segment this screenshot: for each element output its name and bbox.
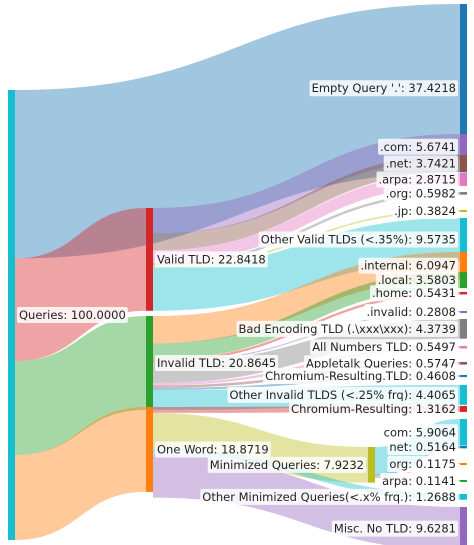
svg-text:Other Minimized Queries(<.x% f: Other Minimized Queries(<.x% frq.): 1.26… [202,490,456,504]
node-v_jp [460,210,467,212]
node-i_chromium [460,375,467,378]
node-i_local [460,272,467,289]
node-label-oneword: One Word: 18.8719 [155,441,271,458]
svg-text:Minimized Queries: 7.9232: Minimized Queries: 7.9232 [210,458,364,472]
link-queries-invalid [15,316,146,456]
node-i_appletalk [460,362,467,365]
node-label-v_arpa: .arpa: 2.8715 [376,171,458,188]
link-invalid-i_invalid [153,311,460,364]
link-valid-v_com [153,134,460,234]
svg-text:Chromium-Resulting.TLD: 0.4608: Chromium-Resulting.TLD: 0.4608 [265,369,456,383]
node-m_net [460,446,467,449]
node-v_org [460,192,467,195]
svg-text:net: 0.5164: net: 0.5164 [389,440,456,454]
node-label-o_chromium: Chromium-Resulting: 1.3162 [289,400,458,417]
node-label-i_local: .local: 3.5803 [375,272,458,289]
node-label-v_other: Other Valid TLDs (<.35%): 9.5735 [258,231,458,248]
svg-text:.net: 3.7421: .net: 3.7421 [386,156,456,170]
link-valid-v_org [153,192,460,266]
svg-text:Misc. No TLD: 9.6281: Misc. No TLD: 9.6281 [334,522,456,536]
svg-text:One Word: 18.8719: One Word: 18.8719 [157,442,269,456]
svg-text:org: 0.1175: org: 0.1175 [389,457,456,471]
node-label-i_invalid: .invalid: 0.2808 [364,304,458,320]
node-label-valid: Valid TLD: 22.8418 [155,251,268,268]
svg-text:.com: 5.6741: .com: 5.6741 [380,140,456,154]
svg-text:.org: 0.5982: .org: 0.5982 [386,186,456,200]
svg-text:.invalid: 0.2808: .invalid: 0.2808 [367,305,456,319]
node-empty [460,4,467,173]
node-i_badenc [460,319,467,339]
link-oneword-o_otherMin [153,448,460,500]
node-v_net [460,155,467,172]
node-label-i_badenc: Bad Encoding TLD (.\xxx\xxx): 4.3739 [236,320,458,337]
node-i_allnum [460,346,467,349]
node-oneword [146,407,153,492]
node-valid [146,208,153,311]
svg-text:Invalid TLD: 20.8645: Invalid TLD: 20.8645 [157,356,276,370]
node-m_org [460,463,467,465]
node-m_arpa [460,480,467,482]
node-label-m_com: com: 5.9064 [381,424,458,441]
node-queries [8,90,15,540]
node-label-queries: Queries: 100.0000 [17,307,128,323]
node-label-empty: Empty Query '.': 37.4218 [309,80,458,97]
node-label-v_org: .org: 0.5982 [383,185,458,202]
svg-text:arpa: 0.1141: arpa: 0.1141 [382,474,456,488]
svg-text:Bad Encoding TLD (.\xxx\xxx):: Bad Encoding TLD (.\xxx\xxx): 4.3739 [239,322,456,336]
svg-text:Other Invalid TLDS (<.25% frq): Other Invalid TLDS (<.25% frq): 4.4065 [229,388,456,402]
node-i_other [460,385,467,405]
node-m_com [460,419,467,446]
svg-text:All Numbers TLD: 0.5497: All Numbers TLD: 0.5497 [312,340,456,354]
svg-text:Queries: 100.0000: Queries: 100.0000 [19,308,126,322]
svg-text:Appletalk Queries: 0.5747: Appletalk Queries: 0.5747 [306,356,456,370]
link-valid-v_arpa [153,173,460,264]
node-o_min [368,447,375,483]
node-label-m_org: org: 0.1175 [387,456,458,472]
node-label-i_other: Other Invalid TLDS (<.25% frq): 4.4065 [227,386,458,403]
node-o_chromium [460,406,467,412]
node-i_home [460,292,467,295]
svg-text:.arpa: 2.8715: .arpa: 2.8715 [378,172,456,186]
node-label-i_appletalk: Appletalk Queries: 0.5747 [304,355,458,372]
sankey-nodes [8,4,467,545]
svg-text:.internal: 6.0947: .internal: 6.0947 [360,259,456,273]
svg-text:.jp: 0.3824: .jp: 0.3824 [394,204,456,218]
node-label-o_min: Minimized Queries: 7.9232 [207,456,366,473]
svg-text:Other Valid TLDs (<.35%): 9.57: Other Valid TLDs (<.35%): 9.5735 [261,233,456,247]
node-label-o_otherMin: Other Minimized Queries(<.x% frq.): 1.26… [200,488,458,505]
node-label-i_chromium: Chromium-Resulting.TLD: 0.4608 [263,368,458,385]
node-invalid [146,316,153,410]
node-label-invalid: Invalid TLD: 20.8645 [155,354,279,371]
node-label-m_net: net: 0.5164 [387,439,458,456]
svg-text:Chromium-Resulting: 1.3162: Chromium-Resulting: 1.3162 [291,402,456,416]
node-label-v_net: .net: 3.7421 [383,155,458,172]
node-i_invalid [460,311,467,313]
link-queries-empty [15,4,460,259]
svg-text:Valid TLD: 22.8418: Valid TLD: 22.8418 [157,252,266,266]
node-v_com [460,134,467,160]
node-label-o_misc: Misc. No TLD: 9.6281 [331,520,458,537]
node-o_otherMin [460,494,467,500]
svg-text:.home: 0.5431: .home: 0.5431 [372,286,456,300]
svg-text:.local: 3.5803: .local: 3.5803 [378,273,456,287]
node-label-m_arpa: arpa: 0.1141 [380,473,458,489]
node-v_other [460,218,467,262]
node-label-i_allnum: All Numbers TLD: 0.5497 [310,339,458,356]
node-label-v_com: .com: 5.6741 [378,138,458,155]
sankey-labels: Queries: 100.0000 Empty Query '.': 37.421… [17,80,458,537]
svg-text:com: 5.9064: com: 5.9064 [384,425,456,439]
node-label-i_internal: .internal: 6.0947 [358,257,458,274]
node-label-i_home: .home: 0.5431 [369,285,458,302]
node-label-v_jp: .jp: 0.3824 [392,203,458,219]
node-v_arpa [460,173,467,186]
svg-text:Empty Query '.': 37.4218: Empty Query '.': 37.4218 [312,81,456,95]
link-queries-oneword [15,407,146,540]
node-i_internal [460,252,467,280]
node-o_misc [460,507,467,545]
